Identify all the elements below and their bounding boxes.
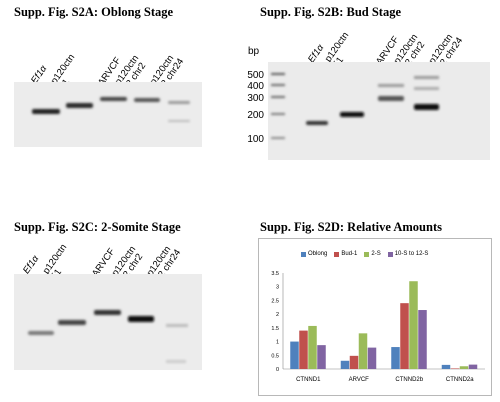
chart-legend: Oblong Bud-1 2-S 10-S to 12-S: [301, 251, 428, 257]
legend-label: Oblong: [308, 251, 328, 257]
panel-b-title: Supp. Fig. S2B: Bud Stage: [260, 5, 402, 19]
ladder-unit-label: bp: [248, 46, 260, 57]
ladder-label-300: 300: [247, 93, 264, 104]
legend-label: 10-S to 12-S: [394, 251, 429, 257]
bar-2-s-ctnnd2b: [409, 281, 418, 369]
bar-bud-1-ctnnd1: [299, 330, 308, 369]
bar-oblong-ctnnd1: [290, 341, 299, 369]
relative-amounts-chart: Oblong Bud-1 2-S 10-S to 12-S 0 0.5 1 1.5 2 2…: [258, 238, 492, 396]
panel-d-title: Supp. Fig. S2D: Relative Amounts: [260, 220, 442, 234]
bar-oblong-ctnnd2a: [441, 364, 451, 369]
y-tick-label: 1.5: [271, 326, 279, 332]
x-category-label: CTNND2b: [395, 377, 423, 383]
ladder-label-200: 200: [247, 110, 264, 121]
bar-bud-1-ctnnd2b: [400, 303, 409, 369]
y-tick-label: 2.5: [271, 298, 279, 304]
bar-bud-1-arvcf: [349, 355, 359, 369]
bar-10-s-to-12-s-ctnnd1: [317, 345, 326, 369]
ladder-label-500: 500: [247, 70, 264, 81]
legend-item: 2-S: [364, 251, 381, 257]
legend-item: Oblong: [301, 251, 327, 257]
panel-c-gel-image: [14, 274, 202, 370]
legend-item: 10-S to 12-S: [387, 251, 429, 257]
bar-10-s-to-12-s-arvcf: [367, 347, 377, 369]
bar-chart-plot: 0 0.5 1 1.5 2 2.5 3 3.5 CTNND1 ARVCF CTNND2b CTNND2…: [271, 271, 485, 383]
bar-oblong-ctnnd2b: [391, 347, 400, 369]
x-category-label: ARVCF: [349, 377, 370, 383]
panel-a-title: Supp. Fig. S2A: Oblong Stage: [14, 5, 174, 19]
bar-2-s-ctnnd1: [308, 325, 317, 369]
legend-label: 2-S: [371, 251, 381, 257]
bar-10-s-to-12-s-ctnnd2a: [468, 364, 478, 369]
bar-2-s-arvcf: [358, 333, 368, 369]
y-tick-label: 0: [276, 367, 279, 373]
y-tick-label: 1: [276, 340, 279, 346]
panel-b-gel-image: [268, 62, 490, 160]
y-tick-label: 2: [276, 312, 279, 318]
legend-item: Bud-1: [334, 251, 357, 257]
panel-a-gel-image: [14, 82, 202, 147]
y-tick-label: 3.5: [271, 271, 279, 277]
y-tick-label: 0.5: [271, 353, 279, 359]
x-category-label: CTNND2a: [446, 377, 474, 383]
panel-c-lane-label: Ef1α: [20, 253, 42, 276]
bar-bud-1-ctnnd2a: [450, 368, 460, 369]
y-tick-label: 3: [276, 285, 279, 291]
bar-10-s-to-12-s-ctnnd2b: [418, 310, 427, 369]
ladder-label-400: 400: [247, 81, 264, 92]
panel-c-title: Supp. Fig. S2C: 2-Somite Stage: [14, 220, 181, 234]
ladder-label-100: 100: [247, 134, 264, 145]
bar-2-s-ctnnd2a: [459, 366, 469, 369]
legend-label: Bud-1: [341, 251, 358, 257]
x-category-label: CTNND1: [296, 377, 321, 383]
bar-oblong-arvcf: [340, 360, 350, 369]
